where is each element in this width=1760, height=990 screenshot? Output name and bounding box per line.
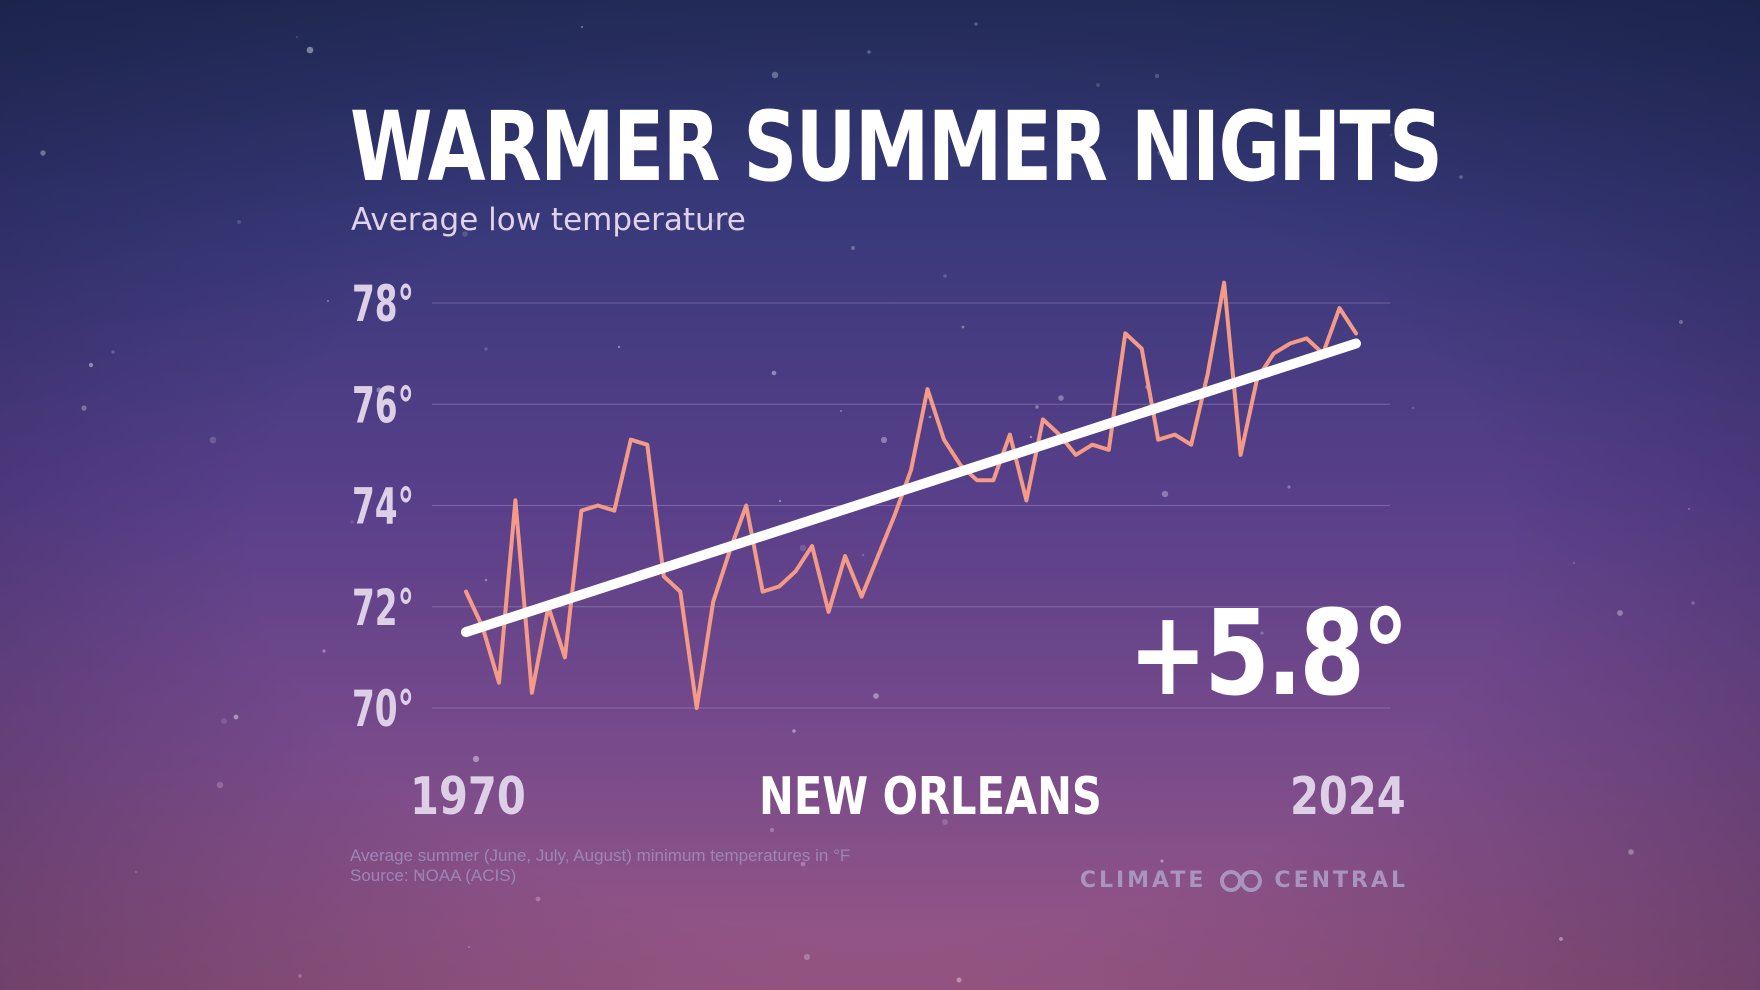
- star: [1260, 631, 1264, 635]
- star: [771, 71, 779, 79]
- star: [1411, 406, 1415, 410]
- change-label: +5.8°: [1128, 584, 1409, 722]
- y-tick-label-74: 74°: [352, 478, 414, 536]
- star: [209, 436, 217, 444]
- star: [484, 347, 488, 351]
- trend-line: [461, 338, 1361, 638]
- star: [840, 410, 842, 412]
- star: [376, 387, 382, 393]
- star: [769, 827, 775, 833]
- star: [233, 714, 239, 720]
- location-label: NEW ORLEANS: [759, 767, 1102, 827]
- y-tick-label-78: 78°: [352, 275, 414, 333]
- star: [134, 870, 138, 874]
- x-axis-start-label: 1970: [410, 767, 526, 827]
- star: [1628, 849, 1634, 855]
- star: [1161, 490, 1169, 498]
- logo-text-right: CENTRAL: [1274, 868, 1408, 893]
- y-tick-label-70: 70°: [352, 680, 414, 738]
- star: [800, 861, 806, 867]
- temperature-line: [464, 280, 1358, 710]
- footnote-description: Average summer (June, July, August) mini…: [350, 846, 851, 865]
- star: [472, 755, 480, 763]
- star: [799, 544, 807, 552]
- gridlines: [432, 302, 1390, 709]
- star: [867, 50, 871, 54]
- star: [1678, 319, 1684, 325]
- x-axis-end-label: 2024: [1290, 767, 1406, 827]
- star: [1389, 133, 1393, 137]
- star: [417, 872, 423, 878]
- star: [81, 405, 87, 411]
- star: [956, 977, 962, 983]
- star: [1029, 435, 1033, 439]
- star: [1572, 561, 1576, 565]
- star: [778, 499, 782, 503]
- star: [1559, 937, 1563, 941]
- star: [297, 973, 303, 979]
- star: [295, 35, 299, 39]
- star: [1058, 395, 1064, 401]
- star: [326, 299, 330, 303]
- star: [1691, 601, 1695, 605]
- star: [468, 946, 470, 948]
- star: [1035, 405, 1039, 409]
- star: [943, 274, 947, 278]
- star: [771, 370, 777, 376]
- star: [792, 729, 796, 733]
- star: [484, 578, 488, 582]
- star: [803, 953, 811, 961]
- star: [1459, 175, 1463, 179]
- star: [40, 150, 46, 156]
- footnote-source: Source: NOAA (ACIS): [350, 866, 517, 885]
- star: [873, 693, 879, 699]
- star: [221, 718, 227, 724]
- star: [462, 231, 468, 237]
- star: [580, 25, 584, 29]
- star: [88, 362, 94, 368]
- y-axis-ticks: 70° 72° 74° 76° 78°: [352, 275, 414, 738]
- star: [216, 781, 224, 789]
- star: [861, 553, 865, 557]
- star: [942, 819, 948, 825]
- star: [1157, 150, 1163, 156]
- star: [322, 649, 326, 653]
- infinity-icon: [1220, 869, 1263, 892]
- star: [1687, 507, 1691, 511]
- climate-central-logo: CLIMATE CENTRAL: [1080, 868, 1408, 893]
- star: [928, 415, 932, 419]
- star: [711, 219, 715, 223]
- star: [236, 219, 242, 225]
- y-tick-label-76: 76°: [352, 376, 414, 434]
- star: [1617, 610, 1623, 616]
- star: [350, 520, 354, 524]
- star: [1154, 73, 1160, 79]
- star: [851, 246, 855, 250]
- star: [974, 22, 978, 26]
- star: [1096, 83, 1100, 87]
- star: [1160, 859, 1164, 863]
- star: [1287, 485, 1291, 489]
- chart-title: WARMER SUMMER NIGHTS: [350, 91, 1443, 203]
- star: [961, 325, 965, 329]
- star: [1180, 153, 1186, 159]
- logo-text-left: CLIMATE: [1079, 868, 1207, 893]
- star: [306, 46, 314, 54]
- chart-subtitle: Average low temperature: [351, 202, 746, 238]
- star: [617, 345, 621, 349]
- footnote: Average summer (June, July, August) mini…: [350, 846, 850, 886]
- star: [880, 436, 888, 444]
- star: [111, 350, 115, 354]
- y-tick-label-72: 72°: [352, 579, 414, 637]
- star: [535, 896, 541, 902]
